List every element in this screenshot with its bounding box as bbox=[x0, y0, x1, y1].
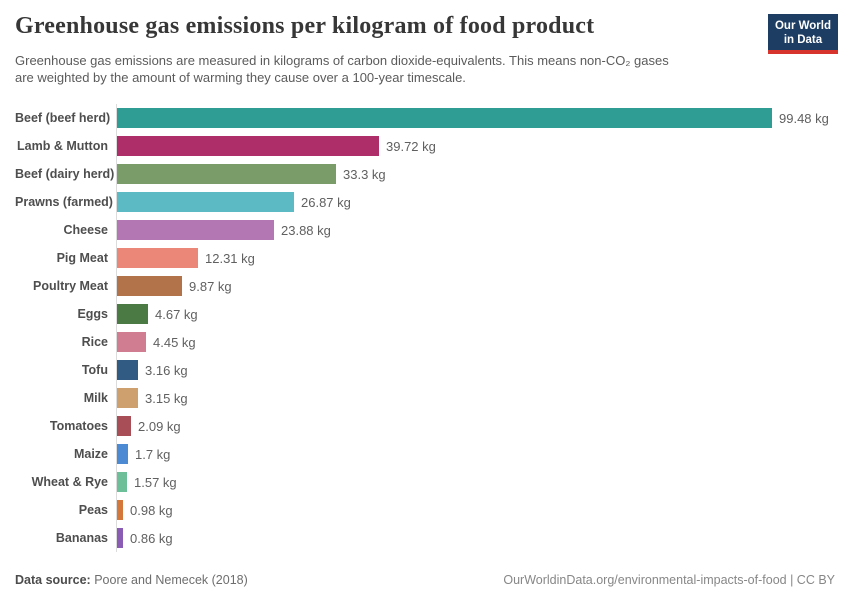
bar-row: Maize 1.7 kg bbox=[15, 440, 829, 468]
bar-track: 0.86 kg bbox=[116, 524, 829, 552]
owid-logo-line-2: in Data bbox=[783, 34, 823, 46]
data-source: Data source: Poore and Nemecek (2018) bbox=[15, 573, 248, 587]
value-label: 99.48 kg bbox=[779, 110, 829, 126]
bar-track: 39.72 kg bbox=[116, 132, 829, 160]
category-label: Tofu bbox=[81, 363, 108, 377]
category-label: Prawns (farmed) bbox=[15, 195, 113, 209]
bar[interactable] bbox=[117, 136, 379, 156]
bar[interactable] bbox=[117, 360, 138, 380]
category-label: Eggs bbox=[77, 307, 108, 321]
category-label: Beef (beef herd) bbox=[15, 111, 111, 125]
owid-logo[interactable]: Our World in Data bbox=[767, 14, 838, 54]
bar[interactable] bbox=[117, 528, 123, 548]
category-label: Cheese bbox=[63, 223, 108, 237]
bar[interactable] bbox=[117, 472, 127, 492]
bar[interactable] bbox=[117, 388, 138, 408]
bar-row: Poultry Meat 9.87 kg bbox=[15, 272, 829, 300]
value-label: 0.98 kg bbox=[130, 502, 173, 518]
bar[interactable] bbox=[117, 248, 198, 268]
value-label: 12.31 kg bbox=[205, 250, 255, 266]
value-label: 4.45 kg bbox=[153, 334, 196, 350]
category-label: Tomatoes bbox=[49, 419, 108, 433]
bar-row: Milk 3.15 kg bbox=[15, 384, 829, 412]
value-label: 3.15 kg bbox=[145, 390, 188, 406]
footer-url-link[interactable]: OurWorldinData.org/environmental-impacts… bbox=[503, 573, 835, 587]
page-title: Greenhouse gas emissions per kilogram of… bbox=[15, 13, 595, 39]
bar[interactable] bbox=[117, 220, 274, 240]
bar[interactable] bbox=[117, 276, 182, 296]
bar-row: Prawns (farmed) 26.87 kg bbox=[15, 188, 829, 216]
bar-row: Beef (beef herd) 99.48 kg bbox=[15, 104, 829, 132]
bar-row: Wheat & Rye 1.57 kg bbox=[15, 468, 829, 496]
value-label: 33.3 kg bbox=[343, 166, 386, 182]
bar-track: 1.57 kg bbox=[116, 468, 829, 496]
bar-row: Peas 0.98 kg bbox=[15, 496, 829, 524]
category-label: Bananas bbox=[55, 531, 108, 545]
bar-row: Tomatoes 2.09 kg bbox=[15, 412, 829, 440]
value-label: 9.87 kg bbox=[189, 278, 232, 294]
category-label: Rice bbox=[81, 335, 108, 349]
value-label: 0.86 kg bbox=[130, 530, 173, 546]
value-label: 3.16 kg bbox=[145, 362, 188, 378]
bar-track: 3.15 kg bbox=[116, 384, 829, 412]
bar-track: 1.7 kg bbox=[116, 440, 829, 468]
bar-row: Beef (dairy herd) 33.3 kg bbox=[15, 160, 829, 188]
bar[interactable] bbox=[117, 500, 123, 520]
bar-row: Rice 4.45 kg bbox=[15, 328, 829, 356]
owid-logo-line-1: Our World bbox=[774, 20, 831, 32]
bar-row: Cheese 23.88 kg bbox=[15, 216, 829, 244]
bar-row: Lamb & Mutton 39.72 kg bbox=[15, 132, 829, 160]
category-label: Pig Meat bbox=[56, 251, 108, 265]
category-label: Wheat & Rye bbox=[31, 475, 108, 489]
bar-track: 99.48 kg bbox=[116, 104, 829, 132]
category-label: Beef (dairy herd) bbox=[15, 167, 115, 181]
subtitle-line-2: are weighted by the amount of warming th… bbox=[15, 70, 466, 85]
value-label: 39.72 kg bbox=[386, 138, 436, 154]
bar-track: 26.87 kg bbox=[116, 188, 829, 216]
value-label: 1.7 kg bbox=[135, 446, 171, 462]
bar[interactable] bbox=[117, 416, 131, 436]
bar[interactable] bbox=[117, 164, 336, 184]
bar[interactable] bbox=[117, 108, 772, 128]
data-source-value: Poore and Nemecek (2018) bbox=[94, 573, 248, 587]
bar[interactable] bbox=[117, 444, 128, 464]
value-label: 26.87 kg bbox=[301, 194, 351, 210]
value-label: 23.88 kg bbox=[281, 222, 331, 238]
bar-track: 3.16 kg bbox=[116, 356, 829, 384]
category-label: Maize bbox=[73, 447, 108, 461]
bar-row: Eggs 4.67 kg bbox=[15, 300, 829, 328]
bar-track: 2.09 kg bbox=[116, 412, 829, 440]
bar-row: Bananas 0.86 kg bbox=[15, 524, 829, 552]
bar[interactable] bbox=[117, 304, 148, 324]
bar-track: 33.3 kg bbox=[116, 160, 829, 188]
bar-rows: Beef (beef herd) 99.48 kg Lamb & Mutton … bbox=[15, 104, 829, 552]
value-label: 1.57 kg bbox=[134, 474, 177, 490]
value-label: 4.67 kg bbox=[155, 306, 198, 322]
bar-track: 12.31 kg bbox=[116, 244, 829, 272]
category-label: Milk bbox=[83, 391, 108, 405]
bar-track: 4.45 kg bbox=[116, 328, 829, 356]
data-source-label: Data source: bbox=[15, 573, 91, 587]
category-label: Poultry Meat bbox=[32, 279, 108, 293]
category-label: Lamb & Mutton bbox=[17, 139, 108, 153]
bar-track: 0.98 kg bbox=[116, 496, 829, 524]
bar[interactable] bbox=[117, 192, 294, 212]
value-label: 2.09 kg bbox=[138, 418, 181, 434]
bar-track: 9.87 kg bbox=[116, 272, 829, 300]
bar[interactable] bbox=[117, 332, 146, 352]
subtitle-line-1: Greenhouse gas emissions are measured in… bbox=[15, 53, 669, 68]
bar-row: Pig Meat 12.31 kg bbox=[15, 244, 829, 272]
bar-track: 23.88 kg bbox=[116, 216, 829, 244]
bar-track: 4.67 kg bbox=[116, 300, 829, 328]
bar-chart: Beef (beef herd) 99.48 kg Lamb & Mutton … bbox=[15, 104, 829, 552]
bar-row: Tofu 3.16 kg bbox=[15, 356, 829, 384]
chart-subtitle: Greenhouse gas emissions are measured in… bbox=[15, 52, 669, 86]
chart-footer: Data source: Poore and Nemecek (2018) Ou… bbox=[15, 573, 835, 587]
category-label: Peas bbox=[78, 503, 108, 517]
